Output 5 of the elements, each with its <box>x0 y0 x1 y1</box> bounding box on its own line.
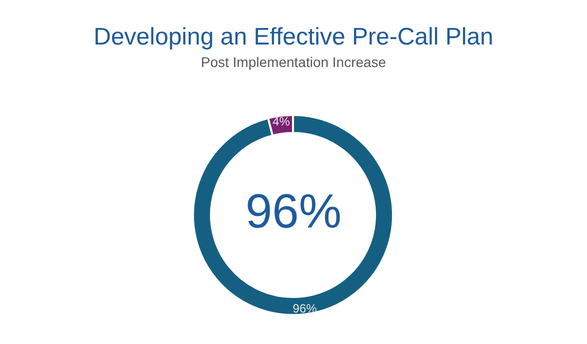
data-label: 4% <box>272 114 290 129</box>
text: 96% <box>245 186 342 238</box>
chart-title: Developing an Effective Pre-Call Plan <box>94 24 494 50</box>
data-label: 96% <box>292 301 318 316</box>
chart-subtitle: Post Implementation Increase <box>200 54 386 70</box>
